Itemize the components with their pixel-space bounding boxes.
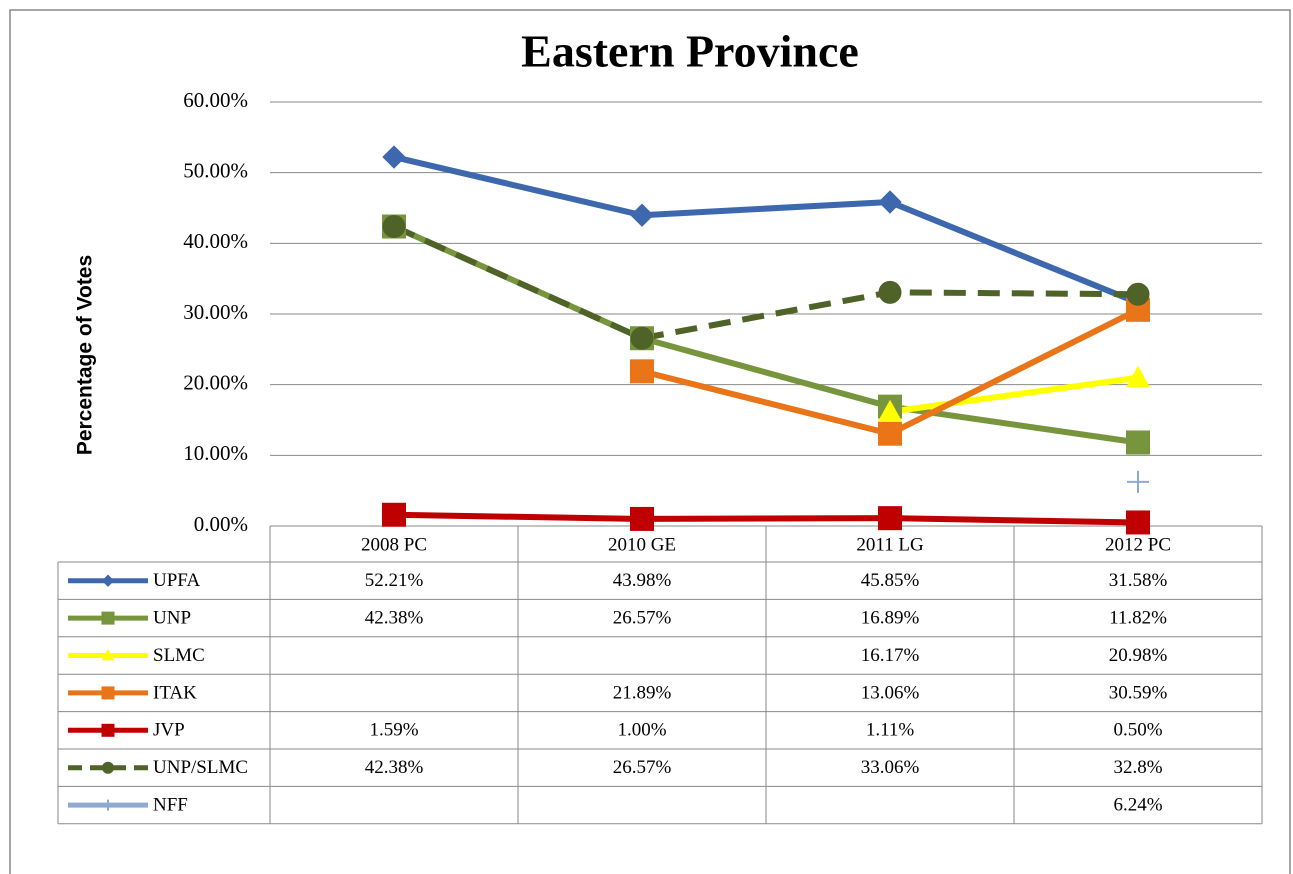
marker: [382, 502, 406, 527]
marker: [1126, 510, 1150, 535]
marker: [878, 506, 902, 531]
table-value: 43.98%: [613, 570, 672, 591]
table-value: 26.57%: [613, 757, 672, 778]
table-value: 16.17%: [861, 645, 920, 666]
chart-title: Eastern Province: [521, 26, 859, 77]
legend-marker: [101, 686, 115, 700]
legend-marker: [101, 723, 115, 737]
y-tick-label: 0.00%: [194, 512, 248, 536]
marker: [878, 280, 902, 304]
table-value: 13.06%: [861, 682, 920, 703]
table-value: 31.58%: [1109, 570, 1168, 591]
table-value: 45.85%: [861, 570, 920, 591]
marker: [878, 399, 902, 422]
table-value: 16.89%: [861, 607, 920, 628]
series-line: [392, 223, 1139, 342]
chart-frame: [9, 9, 1291, 874]
table-value: 30.59%: [1109, 682, 1168, 703]
marker: [630, 506, 654, 531]
y-tick-label: 10.00%: [183, 441, 248, 465]
table-value: 52.21%: [365, 570, 424, 591]
legend-label: ITAK: [153, 682, 197, 703]
x-tick-label: 2010 GE: [608, 534, 676, 555]
marker: [382, 215, 406, 239]
table-value: 26.57%: [613, 607, 672, 628]
table-value: 21.89%: [613, 682, 672, 703]
y-tick-label: 40.00%: [183, 229, 248, 253]
marker: [382, 145, 406, 169]
series-line: [889, 374, 1139, 415]
table-value: 32.8%: [1113, 757, 1162, 778]
legend-marker: [101, 648, 115, 661]
y-tick-label: 20.00%: [183, 370, 248, 394]
marker: [1127, 470, 1149, 493]
legend-label: UNP: [153, 607, 191, 628]
y-tick-label: 50.00%: [183, 158, 248, 182]
marker: [1126, 282, 1150, 306]
legend-marker: [101, 574, 115, 587]
marker: [630, 326, 654, 350]
marker: [1126, 365, 1150, 388]
series-line: [393, 154, 1140, 306]
x-tick-label: 2012 PC: [1105, 534, 1171, 555]
table-value: 1.59%: [369, 720, 418, 741]
y-axis-label: Percentage of Votes: [74, 255, 97, 455]
legend-label: SLMC: [153, 645, 205, 666]
table-value: 33.06%: [861, 757, 920, 778]
table-value: 42.38%: [365, 757, 424, 778]
legend-label: JVP: [153, 720, 185, 741]
y-tick-label: 60.00%: [183, 88, 248, 112]
marker: [630, 203, 654, 227]
table-value: 42.38%: [365, 607, 424, 628]
table-value: 1.00%: [617, 720, 666, 741]
legend-label: NFF: [153, 794, 188, 815]
table-value: 1.11%: [866, 720, 915, 741]
table-value: 6.24%: [1113, 794, 1162, 815]
legend-label: UPFA: [153, 570, 200, 591]
table-value: 11.82%: [1109, 607, 1167, 628]
legend-marker: [101, 611, 115, 625]
marker: [630, 359, 654, 384]
series-line: [393, 511, 1139, 526]
table-value: 20.98%: [1109, 645, 1168, 666]
legend-marker: [102, 799, 114, 811]
legend-label: UNP/SLMC: [153, 757, 248, 778]
y-tick-label: 30.00%: [183, 300, 248, 324]
x-tick-label: 2011 LG: [856, 534, 924, 555]
marker: [1126, 430, 1150, 455]
marker: [878, 190, 902, 214]
table-value: 0.50%: [1113, 720, 1162, 741]
marker: [878, 421, 902, 446]
legend-marker: [102, 761, 114, 774]
x-tick-label: 2008 PC: [361, 534, 427, 555]
